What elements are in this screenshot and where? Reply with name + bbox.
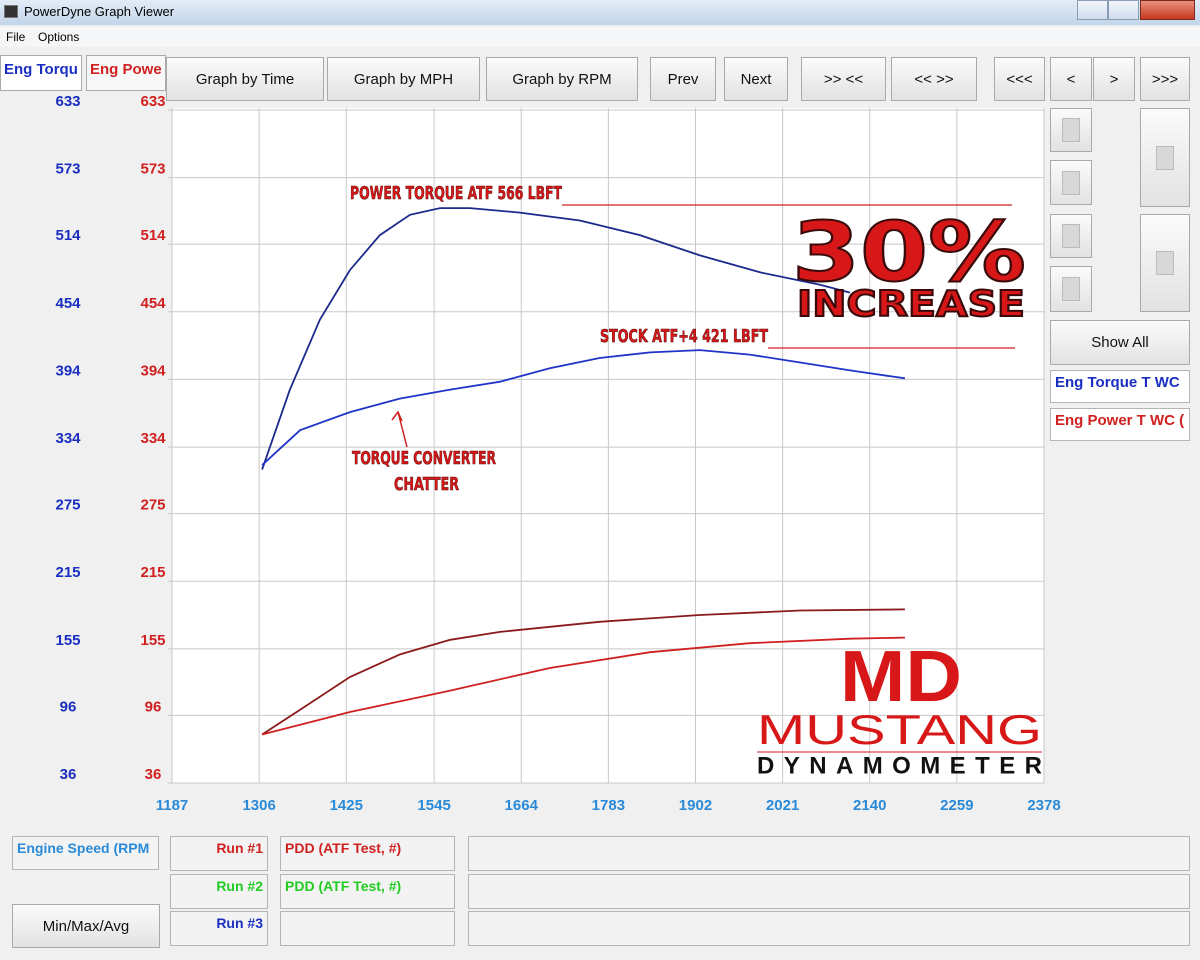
x-tick-label: 2259 [940, 797, 973, 814]
menu-item[interactable]: File [6, 30, 26, 44]
stats-button[interactable]: Min/Max/Avg [12, 904, 160, 948]
toolbar-button[interactable]: Graph by RPM [486, 57, 638, 101]
run-details [468, 911, 1190, 946]
toolbar-button[interactable]: <<< [994, 57, 1045, 101]
axis-tab[interactable]: Eng Torqu [0, 55, 82, 91]
run-label: Run #2 [170, 874, 268, 909]
scroll-icon [1062, 277, 1080, 301]
y2-tick-label: 633 [140, 93, 165, 110]
scroll-button[interactable] [1050, 160, 1092, 205]
x-tick-label: 1783 [592, 797, 625, 814]
y2-tick-label: 454 [140, 295, 166, 312]
run-file: PDD (ATF Test, #) [280, 874, 455, 909]
menu-item[interactable]: Options [38, 30, 80, 44]
toolbar-button[interactable]: Next [724, 57, 788, 101]
x-tick-label: 1425 [330, 797, 363, 814]
run-details [468, 874, 1190, 909]
x-tick-label: 1902 [679, 797, 712, 814]
x-tick-label: 1545 [417, 797, 450, 814]
y-tick-label: 215 [55, 564, 80, 581]
run-file [280, 911, 455, 946]
toolbar-button[interactable]: Prev [650, 57, 716, 101]
legend-entry[interactable]: Eng Torque T WC [1050, 370, 1190, 403]
y2-tick-label: 334 [140, 430, 166, 447]
y2-tick-label: 36 [145, 766, 162, 783]
x-channel-field: Engine Speed (RPM [12, 836, 159, 870]
legend-entry[interactable]: Eng Power T WC ( [1050, 408, 1190, 441]
y-tick-label: 573 [55, 161, 80, 178]
x-tick-label: 2140 [853, 797, 886, 814]
show-all-button[interactable]: Show All [1050, 320, 1190, 365]
x-tick-label: 1187 [156, 797, 189, 814]
scroll-button[interactable] [1140, 108, 1190, 207]
toolbar-button[interactable]: >>> [1140, 57, 1190, 101]
scroll-icon [1156, 251, 1174, 275]
y-tick-label: 334 [55, 430, 81, 447]
toolbar-button[interactable]: < [1050, 57, 1092, 101]
app-icon [4, 5, 18, 18]
toolbar-button[interactable]: Graph by Time [166, 57, 324, 101]
y2-tick-label: 155 [140, 632, 165, 649]
scroll-icon [1062, 118, 1080, 142]
y2-tick-label: 394 [140, 362, 166, 379]
scroll-button[interactable] [1140, 214, 1190, 312]
scroll-button[interactable] [1050, 266, 1092, 312]
scroll-icon [1156, 145, 1174, 170]
y-tick-label: 394 [55, 362, 81, 379]
minimize-button[interactable] [1077, 0, 1108, 20]
y2-tick-label: 96 [145, 698, 162, 715]
x-tick-label: 1306 [242, 797, 275, 814]
plot-area [172, 108, 1044, 783]
x-tick-label: 2021 [766, 797, 799, 814]
run-label: Run #3 [170, 911, 268, 946]
toolbar-button[interactable]: > [1093, 57, 1135, 101]
scroll-button[interactable] [1050, 108, 1092, 152]
scroll-icon [1062, 224, 1080, 248]
y2-tick-label: 573 [140, 161, 165, 178]
x-tick-label: 1664 [505, 797, 539, 814]
toolbar-button[interactable]: << >> [891, 57, 977, 101]
y2-tick-label: 275 [140, 497, 165, 514]
y-tick-label: 633 [55, 93, 80, 110]
close-button[interactable] [1140, 0, 1195, 20]
y-tick-label: 454 [55, 295, 81, 312]
title-bar: PowerDyne Graph Viewer [0, 0, 1200, 25]
toolbar-button[interactable]: Graph by MPH [327, 57, 480, 101]
y2-tick-label: 215 [140, 564, 165, 581]
scroll-button[interactable] [1050, 214, 1092, 258]
y-tick-label: 96 [60, 698, 77, 715]
window-title: PowerDyne Graph Viewer [24, 4, 175, 19]
run-label: Run #1 [170, 836, 268, 871]
toolbar-button[interactable]: >> << [801, 57, 886, 101]
y-tick-label: 36 [60, 766, 77, 783]
y-tick-label: 155 [55, 632, 80, 649]
run-file: PDD (ATF Test, #) [280, 836, 455, 871]
y-tick-label: 514 [55, 227, 81, 244]
x-tick-label: 2378 [1027, 797, 1060, 814]
maximize-button[interactable] [1108, 0, 1139, 20]
scroll-icon [1062, 170, 1080, 195]
axis-tab[interactable]: Eng Powe [86, 55, 166, 91]
y2-tick-label: 514 [140, 227, 166, 244]
y-tick-label: 275 [55, 497, 80, 514]
run-details [468, 836, 1190, 871]
menu-bar: File Options [0, 27, 1200, 47]
